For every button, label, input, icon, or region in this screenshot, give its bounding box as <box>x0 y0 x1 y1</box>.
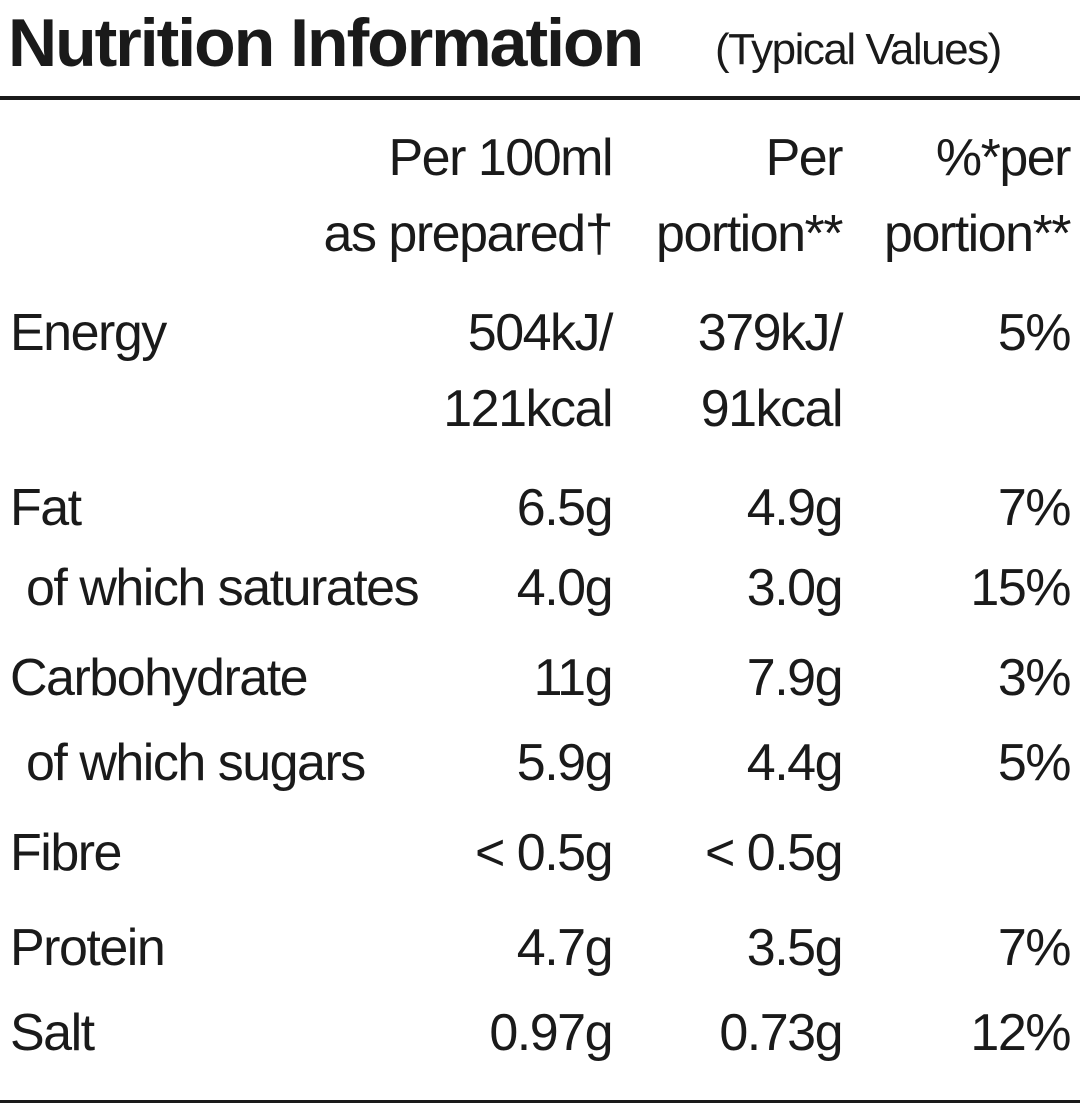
column-header: %*per <box>936 129 1071 187</box>
cell: 5% <box>998 304 1070 362</box>
row-label: Fibre <box>10 824 121 882</box>
column-header: Per 100ml <box>389 129 613 187</box>
cell: < 0.5g <box>705 824 842 882</box>
cell: 5% <box>998 734 1070 792</box>
cell: 504kJ/ <box>468 304 614 362</box>
cell: 121kcal <box>443 380 612 438</box>
cell: 4.7g <box>517 919 612 977</box>
cell: 6.5g <box>517 479 612 537</box>
cell: 11g <box>534 649 612 707</box>
cell: 4.4g <box>747 734 842 792</box>
cell: 5.9g <box>517 734 612 792</box>
bottom-rule <box>0 1100 1080 1103</box>
cell: 379kJ/ <box>698 304 844 362</box>
cell: 3% <box>998 649 1070 707</box>
row-label: Carbohydrate <box>10 649 307 707</box>
row-label: of which saturates <box>26 559 419 617</box>
cell: 0.97g <box>489 1004 612 1062</box>
cell: 0.73g <box>719 1004 842 1062</box>
column-header: portion** <box>656 205 843 263</box>
cell: 15% <box>970 559 1070 617</box>
column-header: Per <box>766 129 844 187</box>
cell: 7.9g <box>747 649 842 707</box>
row-label: Protein <box>10 919 164 977</box>
title: Nutrition Information <box>8 5 642 81</box>
cell: 3.5g <box>747 919 842 977</box>
cell: 7% <box>998 919 1070 977</box>
column-header: as prepared† <box>324 205 612 263</box>
row-label: Salt <box>10 1004 96 1062</box>
cell: 4.0g <box>517 559 612 617</box>
cell: 91kcal <box>701 380 842 438</box>
row-label: Fat <box>10 479 83 537</box>
top-rule <box>0 96 1080 100</box>
cell: 7% <box>998 479 1070 537</box>
cell: 4.9g <box>747 479 842 537</box>
subtitle: (Typical Values) <box>715 25 1001 74</box>
cell: < 0.5g <box>475 824 612 882</box>
column-header: portion** <box>884 205 1071 263</box>
row-label: Energy <box>10 304 167 362</box>
cell: 3.0g <box>747 559 842 617</box>
row-label: of which sugars <box>26 734 365 792</box>
cell: 12% <box>970 1004 1070 1062</box>
